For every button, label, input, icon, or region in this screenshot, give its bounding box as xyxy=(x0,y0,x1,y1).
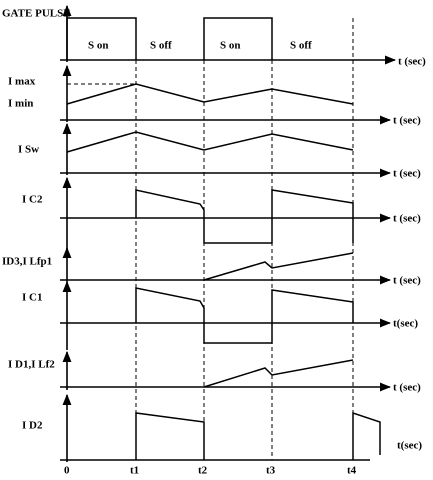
panel-label: ID3,I Lfp1 xyxy=(2,256,52,268)
phase-label: S off xyxy=(150,40,172,52)
axis-label: t (sec) xyxy=(393,382,421,394)
axes xyxy=(60,4,397,462)
time-label: t4 xyxy=(347,465,357,477)
panel-label: I min xyxy=(8,98,33,110)
panel-label: I C1 xyxy=(22,292,42,304)
panel-label: GATE PULSE xyxy=(2,8,71,20)
axis-label: t(sec) xyxy=(397,440,422,452)
time-label: 0 xyxy=(64,465,70,477)
panel-label: I Sw xyxy=(18,144,39,156)
panel-label: I D1,I Lf2 xyxy=(8,359,55,371)
axis-label: t (sec) xyxy=(393,275,421,287)
dashed-time-lines xyxy=(135,18,354,460)
phase-label: S off xyxy=(290,40,312,52)
axis-label: t (sec) xyxy=(398,56,426,68)
axis-label: t (sec) xyxy=(393,213,421,225)
time-label: t3 xyxy=(266,465,276,477)
phase-label: S on xyxy=(88,40,109,52)
axis-label: t (sec) xyxy=(393,168,421,180)
time-label: t1 xyxy=(130,465,139,477)
axis-label: t (sec) xyxy=(393,115,421,127)
time-label: t2 xyxy=(198,465,208,477)
panel-label: I D2 xyxy=(22,420,43,432)
phase-label: S on xyxy=(220,40,241,52)
panel-label: I C2 xyxy=(22,194,43,206)
axis-label: t(sec) xyxy=(393,318,418,330)
panel-label: I max xyxy=(8,76,36,88)
waveforms xyxy=(66,17,381,460)
